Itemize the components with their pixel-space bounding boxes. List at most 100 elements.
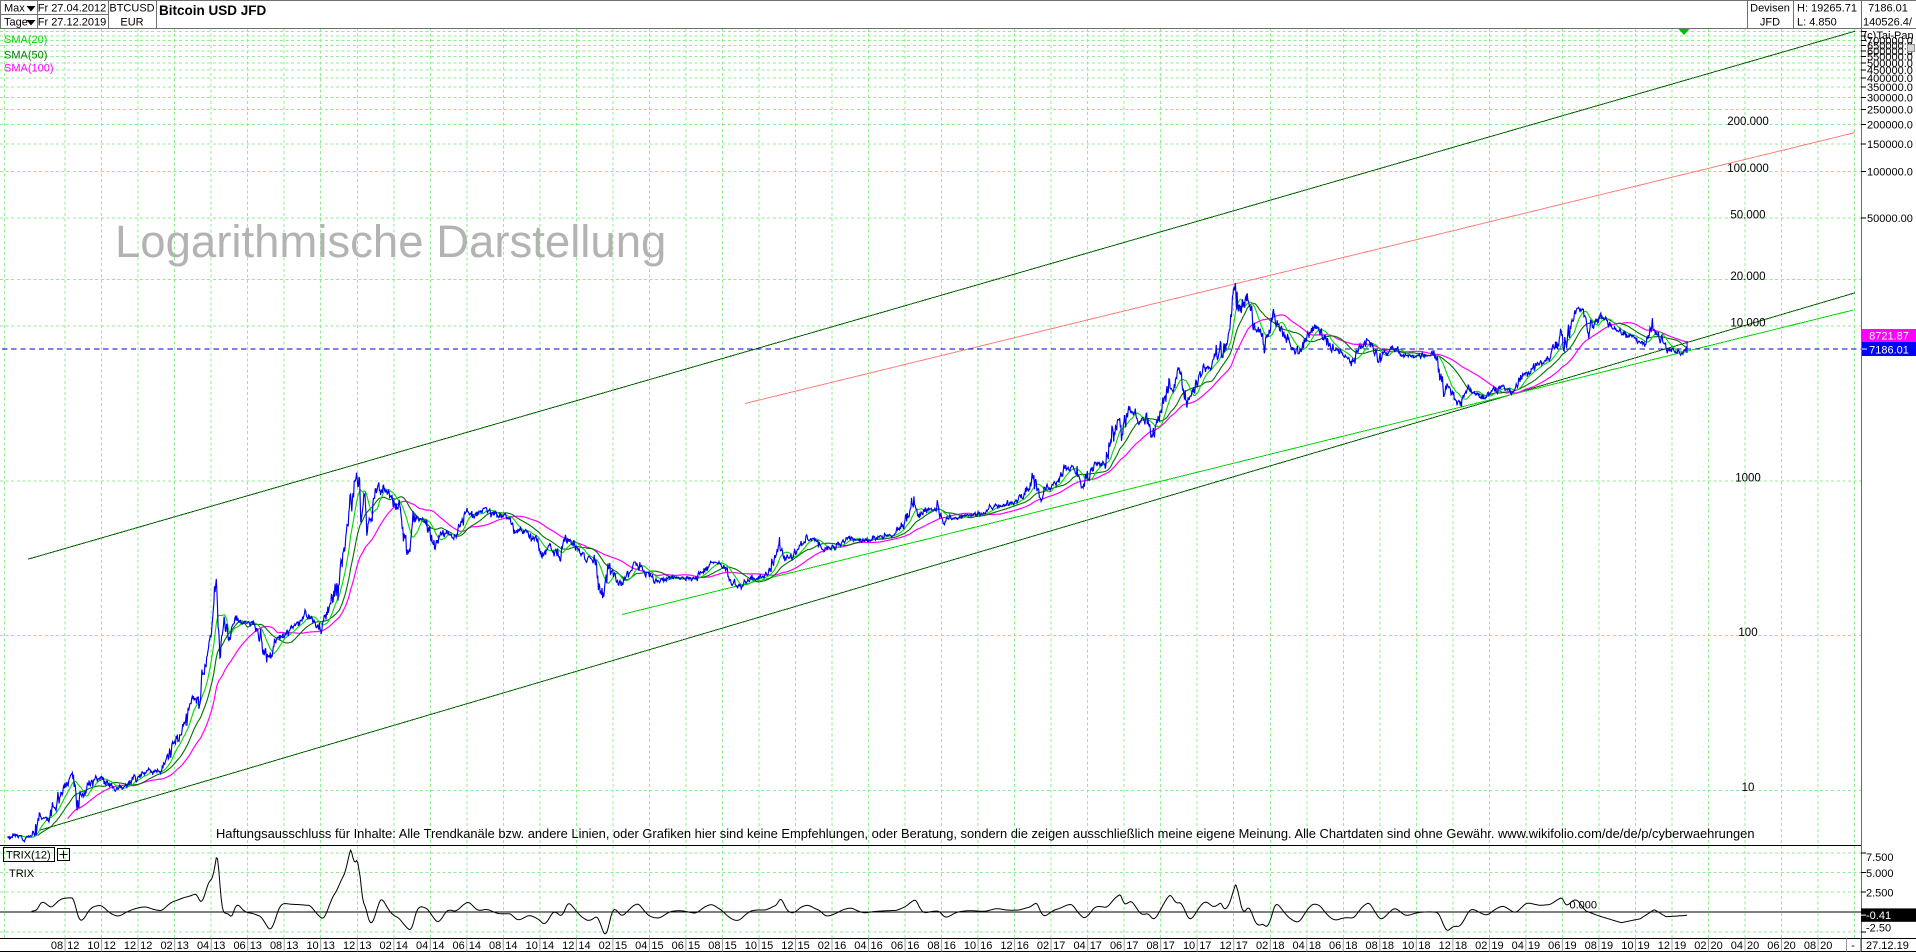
svg-text:18: 18: [1309, 940, 1321, 952]
svg-text:12: 12: [140, 940, 152, 952]
svg-text:SMA(20): SMA(20): [4, 34, 47, 46]
svg-text:02: 02: [1256, 940, 1268, 952]
svg-text:Max: Max: [4, 3, 25, 15]
svg-text:16: 16: [907, 940, 919, 952]
svg-text:02: 02: [599, 940, 611, 952]
svg-text:16: 16: [980, 940, 992, 952]
svg-text:-0.41: -0.41: [1866, 910, 1891, 922]
svg-text:Bitcoin USD JFD: Bitcoin USD JFD: [159, 3, 267, 18]
svg-text:17: 17: [1163, 940, 1175, 952]
svg-text:300000.0: 300000.0: [1867, 92, 1913, 104]
svg-text:8721.87: 8721.87: [1869, 331, 1909, 343]
svg-text:17: 17: [1199, 940, 1211, 952]
svg-text:19: 19: [1491, 940, 1503, 952]
svg-text:12: 12: [104, 940, 116, 952]
svg-text:-2.50: -2.50: [1866, 923, 1891, 935]
svg-text:13: 13: [359, 940, 371, 952]
svg-text:450000.0: 450000.0: [1867, 65, 1913, 77]
svg-text:500000.0: 500000.0: [1867, 58, 1913, 70]
svg-text:20: 20: [1820, 940, 1832, 952]
svg-text:10: 10: [526, 940, 538, 952]
svg-text:12: 12: [1219, 940, 1231, 952]
svg-text:04: 04: [635, 940, 647, 952]
svg-text:14: 14: [505, 940, 517, 952]
svg-text:100: 100: [1738, 627, 1757, 639]
svg-text:02: 02: [1037, 940, 1049, 952]
svg-text:18: 18: [1272, 940, 1284, 952]
svg-text:16: 16: [1017, 940, 1029, 952]
svg-text:12: 12: [1439, 940, 1451, 952]
svg-text:50.000: 50.000: [1730, 209, 1765, 221]
svg-text:19: 19: [1638, 940, 1650, 952]
svg-text:12: 12: [1000, 940, 1012, 952]
svg-text:100.000: 100.000: [1727, 163, 1769, 175]
svg-text:04: 04: [1073, 940, 1085, 952]
svg-text:TRIX: TRIX: [9, 868, 35, 880]
svg-text:13: 13: [177, 940, 189, 952]
svg-text:Fr 27.12.2019: Fr 27.12.2019: [38, 17, 107, 29]
svg-text:250000.0: 250000.0: [1867, 105, 1913, 117]
svg-text:17: 17: [1090, 940, 1102, 952]
svg-text:650000.0: 650000.0: [1867, 41, 1913, 53]
svg-text:(c)Tai-Pan: (c)Tai-Pan: [1864, 30, 1914, 42]
svg-text:08: 08: [708, 940, 720, 952]
svg-text:17: 17: [1053, 940, 1065, 952]
svg-text:200.000: 200.000: [1727, 116, 1769, 128]
svg-text:06: 06: [453, 940, 465, 952]
svg-text:100000.0: 100000.0: [1867, 166, 1913, 178]
svg-text:700000.0: 700000.0: [1867, 36, 1913, 48]
svg-text:15: 15: [651, 940, 663, 952]
svg-text:Haftungsausschluss für Inhalte: Haftungsausschluss für Inhalte: Alle Tre…: [216, 826, 1755, 841]
svg-text:SMA(50): SMA(50): [4, 50, 47, 62]
svg-text:15: 15: [798, 940, 810, 952]
svg-text:08: 08: [927, 940, 939, 952]
svg-text:04: 04: [1512, 940, 1524, 952]
svg-text:7.500: 7.500: [1866, 852, 1894, 864]
svg-text:2.500: 2.500: [1866, 888, 1894, 900]
svg-text:10.000: 10.000: [1730, 318, 1765, 330]
svg-text:12: 12: [781, 940, 793, 952]
svg-text:L: 4.850: L: 4.850: [1797, 17, 1837, 29]
svg-text:02: 02: [160, 940, 172, 952]
svg-text:08: 08: [1366, 940, 1378, 952]
svg-text:06: 06: [672, 940, 684, 952]
svg-text:19: 19: [1528, 940, 1540, 952]
svg-text:14: 14: [469, 940, 481, 952]
svg-text:7186.01: 7186.01: [1868, 3, 1908, 15]
svg-text:06: 06: [891, 940, 903, 952]
svg-text:10: 10: [1183, 940, 1195, 952]
svg-text:10: 10: [1402, 940, 1414, 952]
svg-text:16: 16: [834, 940, 846, 952]
svg-text:06: 06: [1767, 940, 1779, 952]
svg-text:13: 13: [286, 940, 298, 952]
svg-text:16: 16: [944, 940, 956, 952]
svg-text:20: 20: [1747, 940, 1759, 952]
svg-text:400000.0: 400000.0: [1867, 73, 1913, 85]
svg-text:16: 16: [871, 940, 883, 952]
svg-text:15: 15: [761, 940, 773, 952]
svg-text:10: 10: [87, 940, 99, 952]
svg-text:EUR: EUR: [120, 17, 143, 29]
svg-text:06: 06: [1548, 940, 1560, 952]
svg-text:15: 15: [688, 940, 700, 952]
svg-text:20: 20: [1784, 940, 1796, 952]
svg-text:12: 12: [1658, 940, 1670, 952]
svg-text:08: 08: [1804, 940, 1816, 952]
svg-text:SMA(100): SMA(100): [4, 63, 54, 75]
svg-text:600000.0: 600000.0: [1867, 46, 1913, 58]
svg-text:13: 13: [213, 940, 225, 952]
svg-text:15: 15: [725, 940, 737, 952]
svg-text:27.12.19: 27.12.19: [1866, 940, 1909, 952]
svg-text:02: 02: [380, 940, 392, 952]
svg-text:Devisen: Devisen: [1750, 3, 1790, 15]
svg-text:02: 02: [1475, 940, 1487, 952]
svg-text:18: 18: [1455, 940, 1467, 952]
svg-text:200000.0: 200000.0: [1867, 120, 1913, 132]
svg-text:19: 19: [1601, 940, 1613, 952]
svg-text:10: 10: [1742, 782, 1755, 794]
svg-text:14: 14: [432, 940, 444, 952]
svg-text:0.000: 0.000: [1569, 900, 1597, 912]
svg-text:BTCUSD: BTCUSD: [109, 3, 154, 15]
svg-text:140526.4/: 140526.4/: [1863, 17, 1913, 29]
svg-text:10: 10: [306, 940, 318, 952]
